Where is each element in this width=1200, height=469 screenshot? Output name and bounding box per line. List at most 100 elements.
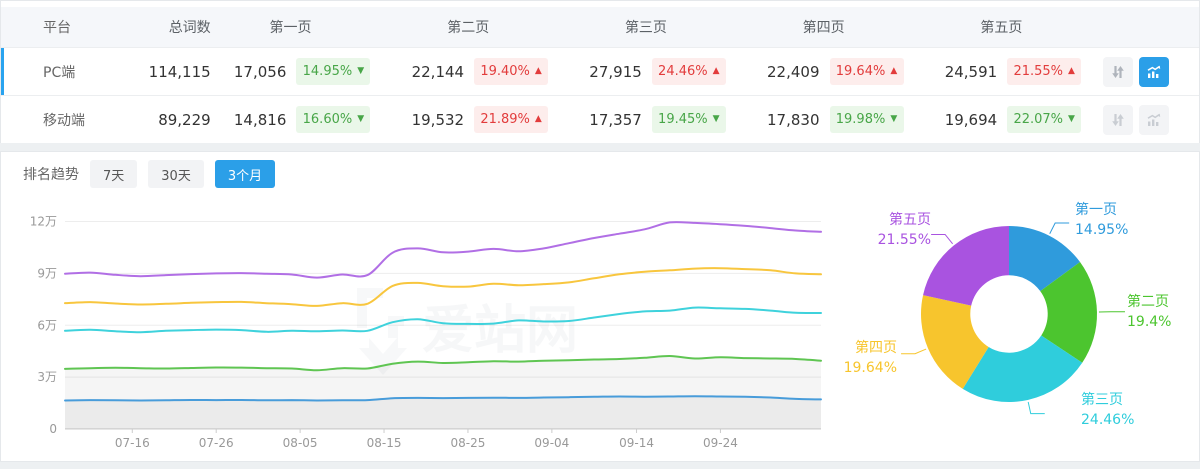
arrow-up-icon: ▲ xyxy=(890,66,898,76)
trend-line-chart[interactable]: 12万 9万 6万 3万 0 07-16 07-26 08-05 08-15 08-25 09-04… xyxy=(17,196,831,462)
table-row[interactable]: 移动端 89,229 14,816 16.60% ▼ 19,532 21.89% ▲ 17,35… xyxy=(1,95,1199,143)
arrow-down-icon: ▼ xyxy=(357,114,365,124)
donut-label-percent: 19.4% xyxy=(1127,314,1172,330)
trend-range-tab[interactable]: 7天 xyxy=(90,160,138,188)
row-actions xyxy=(1099,104,1199,135)
total-words-cell: 114,115 xyxy=(148,62,211,81)
change-percent: 16.60% xyxy=(302,112,353,127)
change-badge: 19.40% ▲ xyxy=(474,58,549,85)
donut-label: 第三页 24.46% xyxy=(1081,390,1134,430)
page-word-count: 14,816 xyxy=(233,110,287,129)
x-axis-tick: 09-14 xyxy=(619,436,654,450)
change-badge: 19.98% ▼ xyxy=(829,106,904,133)
donut-label-name: 第五页 xyxy=(889,212,931,228)
series-line xyxy=(64,354,822,372)
donut-label-percent: 14.95% xyxy=(1075,222,1129,238)
platform-cell: 移动端 xyxy=(43,112,85,129)
page-word-count: 27,915 xyxy=(589,62,642,81)
change-percent: 21.55% xyxy=(1013,64,1064,79)
arrow-down-icon: ▼ xyxy=(357,66,365,76)
x-axis-tick: 08-15 xyxy=(367,436,402,450)
show-trend-chart-button[interactable] xyxy=(1139,104,1170,135)
show-trend-chart-button[interactable] xyxy=(1139,56,1170,87)
change-badge: 21.55% ▲ xyxy=(1007,58,1082,85)
page-stat-cell: 17,357 19.45% ▼ xyxy=(566,106,744,133)
arrow-up-icon: ▲ xyxy=(534,66,542,76)
change-badge: 14.95% ▼ xyxy=(296,58,371,85)
trend-range-tab[interactable]: 30天 xyxy=(148,160,204,188)
page-stat-cell: 22,409 19.64% ▲ xyxy=(744,58,922,85)
donut-slice[interactable] xyxy=(1009,226,1081,292)
x-axis-tick: 08-05 xyxy=(283,436,318,450)
page-stat-cell: 19,694 22.07% ▼ xyxy=(922,106,1100,133)
page-distribution-donut[interactable]: 第一页 14.95% 第二页 19.4% 第三页 24.46% 第四页 19.64% 第五页 21… xyxy=(831,196,1191,458)
series-line xyxy=(64,267,822,307)
column-header: 第一页 xyxy=(269,20,312,36)
series-line xyxy=(64,395,822,402)
trend-section-title: 排名趋势 xyxy=(23,167,79,183)
donut-label: 第一页 14.95% xyxy=(1075,200,1128,240)
arrow-up-icon: ▲ xyxy=(712,66,720,76)
page-stat-cell: 22,144 19.40% ▲ xyxy=(388,58,566,85)
donut-slice[interactable] xyxy=(923,226,1009,306)
trend-charts: 12万 9万 6万 3万 0 07-16 07-26 08-05 08-15 08-25 09-04… xyxy=(1,196,1199,462)
column-header: 第三页 xyxy=(624,20,667,36)
change-badge: 24.46% ▲ xyxy=(651,58,726,85)
platform-cell: PC端 xyxy=(43,64,76,81)
trend-panel: 排名趋势 7天 30天 3个月 12万 9万 6万 3万 0 07-16 07-26 08-05 0… xyxy=(0,151,1200,462)
donut-slice[interactable] xyxy=(962,335,1083,402)
donut-label: 第五页 21.55% xyxy=(835,210,931,250)
watermark: 爱站网 xyxy=(422,301,578,361)
arrow-down-icon: ▼ xyxy=(1068,114,1075,124)
change-percent: 19.45% xyxy=(658,112,708,127)
donut-label-line xyxy=(1027,401,1045,415)
change-badge: 19.64% ▲ xyxy=(829,58,904,85)
series-line xyxy=(64,306,822,334)
series-line xyxy=(64,221,822,279)
page-word-count: 17,056 xyxy=(233,62,287,81)
page-word-count: 19,694 xyxy=(944,110,998,129)
x-axis-tick: 07-26 xyxy=(199,436,234,450)
donut-label-name: 第一页 xyxy=(1075,202,1117,218)
trend-chart-icon xyxy=(1147,65,1161,78)
page-stat-cell: 19,532 21.89% ▲ xyxy=(388,106,566,133)
y-axis-tick: 6万 xyxy=(37,318,57,332)
arrow-up-icon: ▲ xyxy=(1068,66,1075,76)
donut-label-percent: 19.64% xyxy=(843,360,897,376)
donut-label-name: 第三页 xyxy=(1081,392,1123,408)
trend-toolbar: 排名趋势 7天 30天 3个月 xyxy=(1,152,1199,196)
page-word-count: 22,144 xyxy=(411,62,465,81)
column-header: 第四页 xyxy=(802,20,845,36)
series-area xyxy=(65,396,821,429)
sort-button[interactable] xyxy=(1103,56,1134,87)
table-body: PC端 114,115 17,056 14.95% ▼ 22,144 19.40% ▲ 27,9… xyxy=(1,47,1199,143)
arrow-down-icon: ▼ xyxy=(712,114,720,124)
y-axis-tick: 9万 xyxy=(37,266,57,280)
sort-button[interactable] xyxy=(1103,104,1134,135)
donut-slice[interactable] xyxy=(1040,262,1097,363)
trend-range-tab[interactable]: 3个月 xyxy=(214,160,276,188)
page-word-count: 24,591 xyxy=(944,62,998,81)
donut-label-line xyxy=(931,233,954,245)
change-percent: 19.64% xyxy=(835,64,886,79)
change-percent: 21.89% xyxy=(480,112,530,127)
x-axis-tick: 09-04 xyxy=(534,436,569,450)
donut-slice[interactable] xyxy=(921,295,989,389)
sort-icon xyxy=(1112,113,1125,126)
x-axis-tick: 08-25 xyxy=(451,436,486,450)
change-percent: 22.07% xyxy=(1013,112,1064,127)
column-header: 总词数 xyxy=(168,20,211,36)
section-divider xyxy=(0,143,1200,151)
donut-label: 第二页 19.4% xyxy=(1127,292,1171,332)
table-row[interactable]: PC端 114,115 17,056 14.95% ▼ 22,144 19.40% ▲ 27,9… xyxy=(1,47,1199,95)
column-header: 平台 xyxy=(43,20,71,36)
total-words-cell: 89,229 xyxy=(158,110,211,129)
change-badge: 21.89% ▲ xyxy=(474,106,549,133)
page-word-count: 17,830 xyxy=(767,110,820,129)
trend-range-tabs: 7天 30天 3个月 xyxy=(79,160,276,188)
sort-icon xyxy=(1112,65,1125,78)
donut-label-line xyxy=(1049,222,1070,234)
change-badge: 16.60% ▼ xyxy=(296,106,371,133)
arrow-down-icon: ▼ xyxy=(890,114,898,124)
